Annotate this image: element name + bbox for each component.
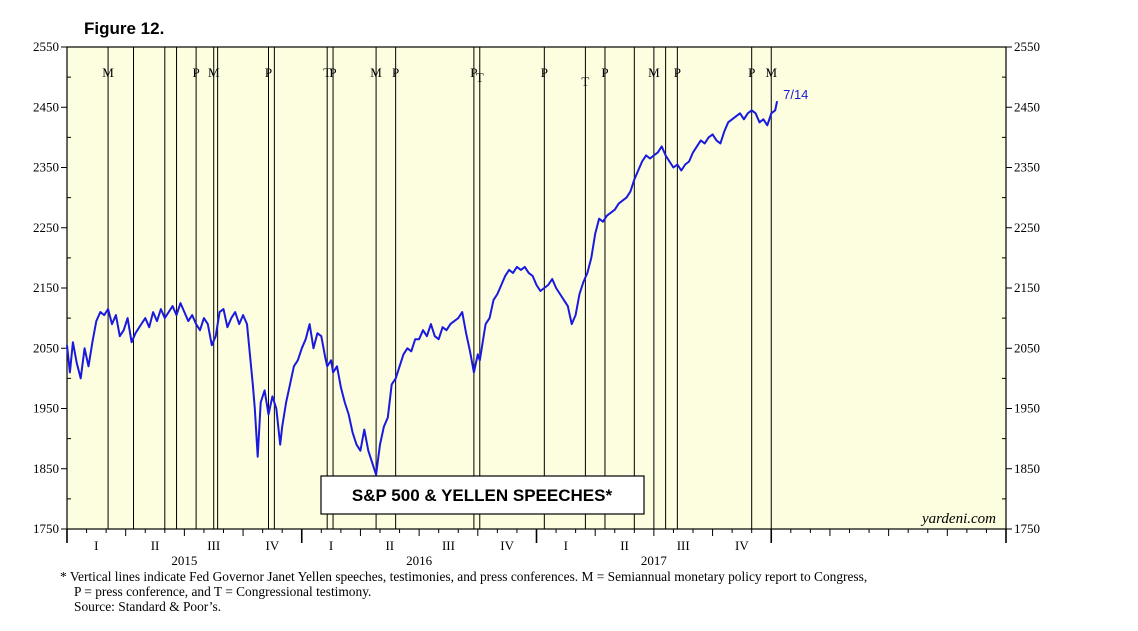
y-tick-label-left: 1750 bbox=[33, 521, 59, 536]
quarter-label: I bbox=[329, 538, 333, 553]
y-tick-label-right: 2350 bbox=[1014, 160, 1040, 175]
figure-label: Figure 12. bbox=[84, 19, 165, 38]
plot-background bbox=[67, 47, 1006, 529]
chart-title-box bbox=[320, 475, 645, 515]
event-label: M bbox=[648, 65, 660, 80]
y-tick-label-left: 2150 bbox=[33, 280, 59, 295]
y-tick-label-right: 2050 bbox=[1014, 340, 1040, 355]
footnote: * Vertical lines indicate Fed Governor J… bbox=[60, 569, 1060, 614]
y-tick-label-left: 2250 bbox=[33, 220, 59, 235]
y-tick-label-left: 1950 bbox=[33, 401, 59, 416]
quarter-label: II bbox=[620, 538, 629, 553]
y-tick-label-left: 2450 bbox=[33, 99, 59, 114]
y-tick-label-left: 1850 bbox=[33, 461, 59, 476]
footnote-source: Source: Standard & Poor’s. bbox=[74, 599, 222, 614]
quarter-label: II bbox=[151, 538, 160, 553]
y-tick-label-right: 1850 bbox=[1014, 461, 1040, 476]
y-tick-label-right: 2150 bbox=[1014, 280, 1040, 295]
chart-title: S&P 500 & YELLEN SPEECHES* bbox=[352, 486, 613, 505]
y-tick-label-right: 1950 bbox=[1014, 401, 1040, 416]
event-label: T bbox=[581, 74, 589, 89]
quarter-label: III bbox=[207, 538, 220, 553]
event-label: M bbox=[765, 65, 777, 80]
event-label: T bbox=[476, 70, 484, 85]
year-label: 2016 bbox=[406, 553, 433, 566]
quarter-label: IV bbox=[735, 538, 749, 553]
y-tick-label-right: 2450 bbox=[1014, 99, 1040, 114]
event-label: P bbox=[470, 65, 477, 80]
footnote-line-1: Vertical lines indicate Fed Governor Jan… bbox=[69, 569, 868, 584]
event-label: M bbox=[370, 65, 382, 80]
quarter-label: III bbox=[442, 538, 455, 553]
end-date-label: 7/14 bbox=[783, 87, 808, 102]
quarter-label: I bbox=[564, 538, 568, 553]
event-label: P bbox=[748, 65, 755, 80]
y-tick-label-left: 2350 bbox=[33, 160, 59, 175]
y-tick-label-left: 2050 bbox=[33, 340, 59, 355]
event-label: P bbox=[329, 65, 336, 80]
event-label: P bbox=[541, 65, 548, 80]
event-label: M bbox=[208, 65, 220, 80]
event-label: M bbox=[102, 65, 114, 80]
y-tick-label-right: 2250 bbox=[1014, 220, 1040, 235]
event-label: T bbox=[323, 65, 331, 80]
year-label: 2015 bbox=[171, 553, 197, 566]
event-label: P bbox=[392, 65, 399, 80]
quarter-label: III bbox=[677, 538, 690, 553]
quarter-label: IV bbox=[500, 538, 514, 553]
event-label: P bbox=[192, 65, 199, 80]
event-label: P bbox=[674, 65, 681, 80]
quarter-label: I bbox=[94, 538, 98, 553]
footnote-line-2: P = press conference, and T = Congressio… bbox=[74, 584, 372, 599]
y-tick-label-left: 2550 bbox=[33, 39, 59, 54]
quarter-label: II bbox=[385, 538, 394, 553]
footnote-marker: * bbox=[60, 569, 67, 584]
sp500-series-line bbox=[66, 100, 779, 476]
event-label: P bbox=[601, 65, 608, 80]
y-tick-label-right: 2550 bbox=[1014, 39, 1040, 54]
watermark: yardeni.com bbox=[920, 511, 996, 527]
y-tick-label-right: 1750 bbox=[1014, 521, 1040, 536]
event-label: P bbox=[265, 65, 272, 80]
quarter-label: IV bbox=[266, 538, 280, 553]
year-label: 2017 bbox=[641, 553, 668, 566]
